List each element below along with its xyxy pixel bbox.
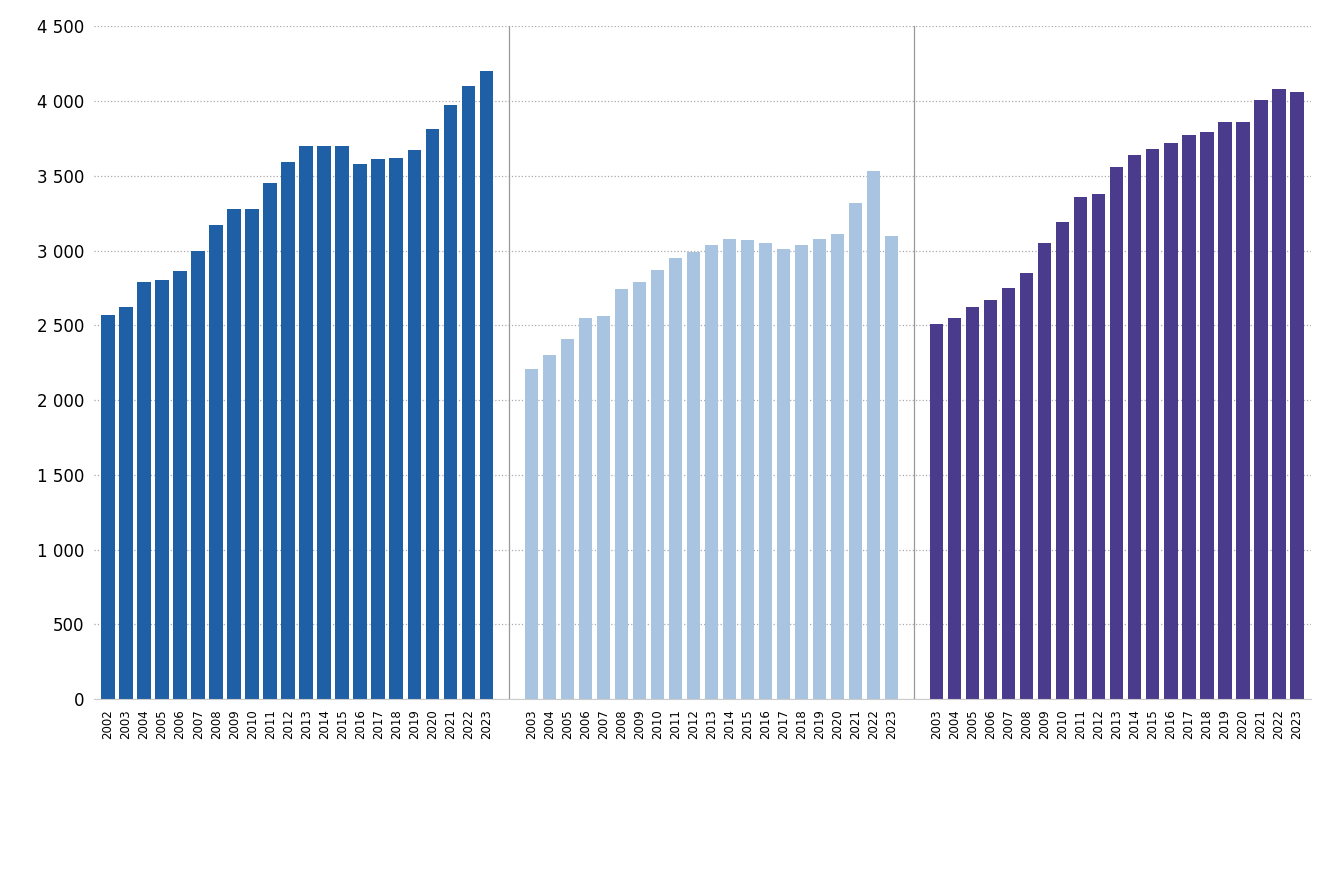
Bar (138, 282, 151, 699)
Bar (443, 106, 458, 699)
Bar (1111, 167, 1124, 699)
Bar (425, 129, 439, 699)
Bar (1181, 135, 1196, 699)
Bar (479, 71, 494, 699)
Bar (1200, 132, 1214, 699)
Bar (524, 369, 538, 699)
Bar (848, 203, 862, 699)
Bar (191, 251, 205, 699)
Bar (597, 316, 610, 699)
Bar (102, 315, 115, 699)
Bar (1128, 155, 1141, 699)
Bar (372, 159, 385, 699)
Bar (759, 243, 772, 699)
Bar (831, 234, 844, 699)
Bar (741, 240, 755, 699)
Bar (1002, 288, 1016, 699)
Bar (119, 308, 132, 699)
Bar (705, 245, 719, 699)
Bar (966, 308, 979, 699)
Bar (209, 225, 223, 699)
Bar (408, 150, 421, 699)
Bar (317, 146, 330, 699)
Bar (777, 249, 791, 699)
Bar (867, 171, 880, 699)
Bar (614, 289, 628, 699)
Bar (686, 252, 700, 699)
Bar (1074, 197, 1088, 699)
Bar (281, 163, 294, 699)
Bar (1254, 100, 1267, 699)
Bar (1272, 89, 1286, 699)
Bar (174, 272, 187, 699)
Bar (1218, 122, 1231, 699)
Bar (264, 184, 277, 699)
Bar (1038, 243, 1052, 699)
Bar (227, 209, 241, 699)
Bar (389, 158, 403, 699)
Bar (633, 282, 646, 699)
Bar (669, 258, 682, 699)
Bar (812, 239, 827, 699)
Bar (1020, 273, 1033, 699)
Bar (795, 245, 808, 699)
Bar (723, 239, 736, 699)
Bar (1092, 194, 1105, 699)
Bar (1164, 142, 1177, 699)
Bar (983, 300, 997, 699)
Bar (300, 146, 313, 699)
Bar (561, 339, 574, 699)
Bar (155, 281, 169, 699)
Bar (245, 209, 260, 699)
Bar (543, 355, 557, 699)
Bar (930, 324, 943, 699)
Bar (1145, 149, 1160, 699)
Bar (1290, 92, 1303, 699)
Bar (336, 146, 349, 699)
Bar (578, 318, 593, 699)
Bar (1056, 222, 1069, 699)
Bar (884, 236, 898, 699)
Bar (353, 163, 367, 699)
Bar (650, 270, 664, 699)
Bar (947, 318, 962, 699)
Bar (462, 86, 475, 699)
Bar (1236, 122, 1250, 699)
